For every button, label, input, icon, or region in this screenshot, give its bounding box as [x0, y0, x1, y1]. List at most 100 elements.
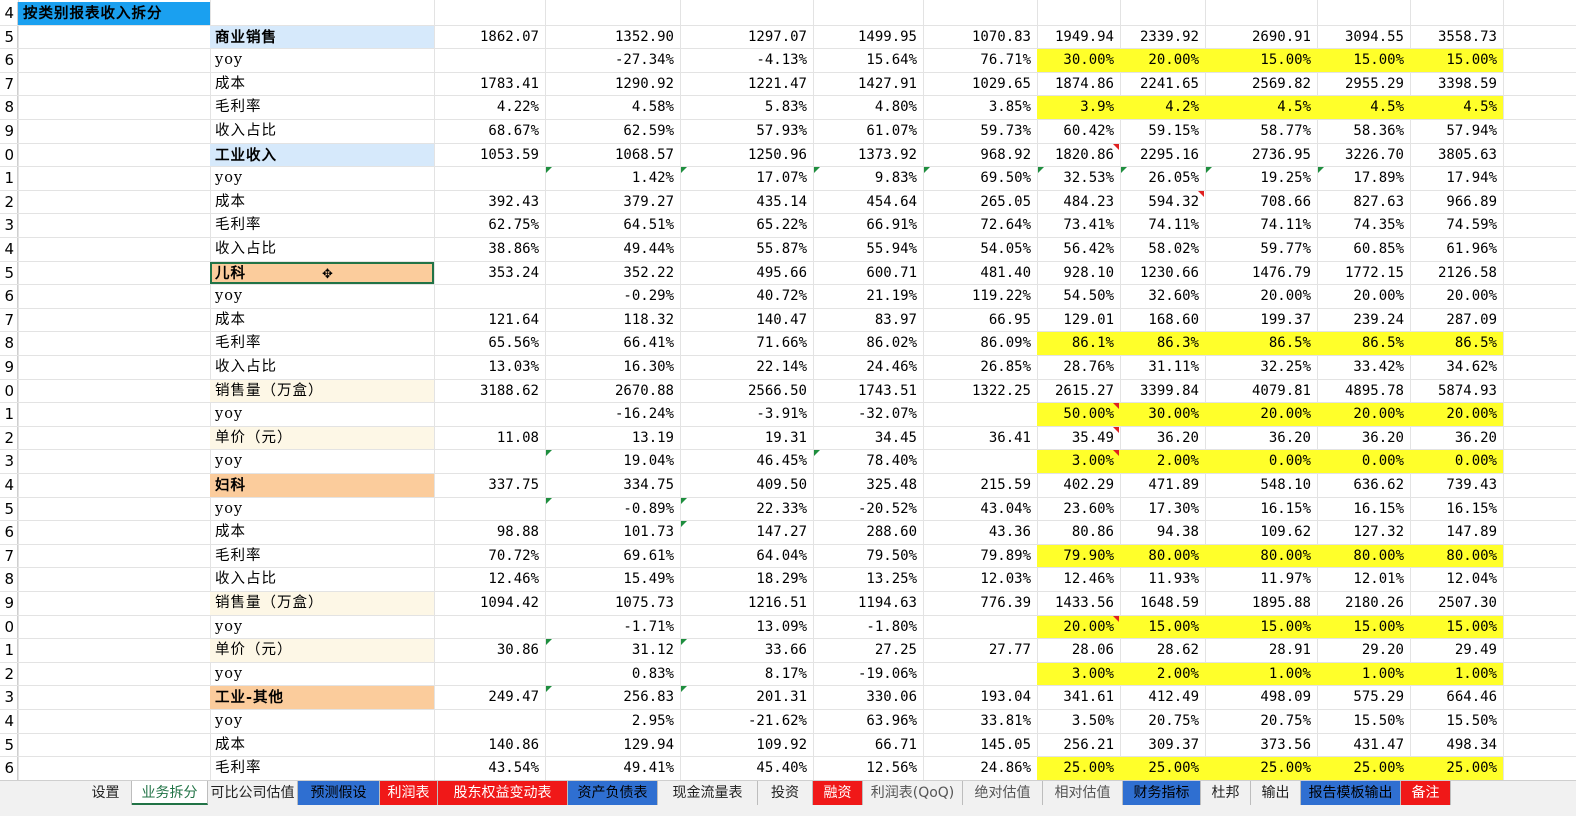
value-cell[interactable]: 109.62 [1260, 524, 1311, 541]
value-cell[interactable]: 98.88 [496, 524, 539, 541]
row-number[interactable]: 8 [0, 332, 18, 355]
value-cell[interactable]: 15.50% [1353, 713, 1404, 729]
value-cell[interactable]: 1373.92 [857, 146, 917, 163]
value-cell[interactable]: 15.00% [1205, 49, 1317, 72]
value-cell[interactable]: 54.05% [980, 241, 1031, 257]
row-label-cell[interactable]: 毛利率 [215, 99, 262, 116]
value-cell[interactable]: 11.93% [1148, 571, 1199, 588]
value-cell[interactable]: 86.1% [1037, 332, 1120, 355]
row-label-cell[interactable]: 销售量（万盒） [210, 592, 434, 615]
row-label-cell[interactable]: yoy [215, 500, 244, 517]
row-label-cell[interactable]: 按类别报表收入拆分 [18, 2, 210, 25]
value-cell[interactable]: 18.29% [756, 571, 807, 588]
value-cell[interactable] [923, 403, 1037, 426]
value-cell[interactable]: 199.37 [1260, 311, 1311, 328]
row-number[interactable]: 7 [0, 544, 18, 568]
value-cell[interactable]: 12.56% [866, 760, 917, 777]
value-cell[interactable]: 481.40 [980, 264, 1031, 281]
value-cell[interactable]: 25.00% [1037, 757, 1120, 780]
value-cell[interactable]: 3188.62 [479, 382, 539, 399]
value-cell[interactable]: 373.56 [1260, 736, 1311, 753]
value-cell[interactable]: 0.00% [1317, 450, 1410, 473]
value-cell[interactable]: 3.9% [1037, 96, 1120, 119]
value-cell[interactable]: 548.10 [1260, 477, 1311, 493]
value-cell[interactable]: 3398.59 [1437, 75, 1497, 92]
sheet-tab[interactable]: 输出 [1251, 781, 1301, 805]
value-cell[interactable]: 12.03% [980, 571, 1031, 588]
value-cell[interactable]: 265.05 [980, 193, 1031, 210]
value-cell[interactable]: 58.36% [1353, 123, 1404, 139]
row-number[interactable]: 4 [0, 710, 18, 733]
value-cell[interactable]: 127.32 [1353, 524, 1404, 541]
sheet-tab[interactable]: 资产负债表 [568, 781, 658, 805]
value-cell[interactable]: 20.75% [1148, 713, 1199, 729]
value-cell[interactable]: 29.20 [1361, 642, 1404, 659]
value-cell[interactable]: 330.06 [866, 689, 917, 706]
value-cell[interactable]: 1250.96 [747, 146, 807, 163]
value-cell[interactable]: 86.02% [866, 335, 917, 352]
value-cell[interactable]: 62.75% [488, 217, 539, 234]
row-number[interactable]: 6 [0, 757, 18, 780]
value-cell[interactable]: 22.14% [756, 359, 807, 375]
value-cell[interactable]: 109.92 [756, 736, 807, 753]
value-cell[interactable]: 26.05% [1148, 170, 1199, 187]
row-number[interactable]: 2 [0, 190, 18, 214]
value-cell[interactable]: 2569.82 [1251, 75, 1311, 92]
value-cell[interactable]: 32.25% [1260, 359, 1311, 375]
row-label-cell[interactable]: 工业-其他 [210, 686, 434, 709]
sheet-tab[interactable]: 可比公司估值 [208, 781, 298, 805]
value-cell[interactable]: 80.00% [1410, 544, 1503, 568]
value-cell[interactable]: 16.15% [1353, 500, 1404, 517]
value-cell[interactable]: 2736.95 [1251, 146, 1311, 163]
row-number[interactable]: 2 [0, 426, 18, 450]
value-cell[interactable]: 664.46 [1446, 689, 1497, 706]
row-number[interactable]: 3 [0, 686, 18, 709]
value-cell[interactable]: 74.59% [1446, 217, 1497, 234]
value-cell[interactable]: 454.64 [866, 193, 917, 210]
value-cell[interactable] [434, 49, 545, 72]
value-cell[interactable]: 46.45% [756, 453, 807, 470]
value-cell[interactable]: 2339.92 [1139, 28, 1199, 45]
value-cell[interactable]: 60.42% [1063, 123, 1114, 139]
row-label-cell[interactable]: yoy [215, 665, 244, 682]
row-number[interactable]: 6 [0, 285, 18, 308]
value-cell[interactable]: 86.5% [1317, 332, 1410, 355]
value-cell[interactable]: 20.00% [1205, 403, 1317, 426]
value-cell[interactable]: 22.33% [756, 500, 807, 517]
value-cell[interactable]: 2507.30 [1437, 595, 1497, 611]
value-cell[interactable]: 1.00% [1410, 662, 1503, 686]
value-cell[interactable]: 2615.27 [1054, 382, 1114, 399]
value-cell[interactable]: 3399.84 [1139, 382, 1199, 399]
value-cell[interactable]: 58.02% [1148, 241, 1199, 257]
value-cell[interactable]: 20.75% [1260, 713, 1311, 729]
value-cell[interactable]: 50.00% [1037, 403, 1120, 426]
value-cell[interactable]: 0.00% [1205, 450, 1317, 473]
value-cell[interactable]: 256.83 [623, 689, 674, 706]
row-label-cell[interactable]: yoy [215, 713, 244, 729]
value-cell[interactable]: 3558.73 [1437, 28, 1497, 45]
value-cell[interactable]: 15.00% [1317, 615, 1410, 639]
value-cell[interactable]: 201.31 [756, 689, 807, 706]
value-cell[interactable]: 1290.92 [614, 75, 674, 92]
value-cell[interactable]: 56.42% [1063, 241, 1114, 257]
value-cell[interactable]: 249.47 [488, 689, 539, 706]
value-cell[interactable]: 498.34 [1446, 736, 1497, 753]
value-cell[interactable]: 4895.78 [1344, 382, 1404, 399]
value-cell[interactable]: 86.5% [1205, 332, 1317, 355]
value-cell[interactable]: -0.29% [623, 288, 674, 305]
value-cell[interactable]: 827.63 [1353, 193, 1404, 210]
sheet-tab[interactable]: 预测假设 [298, 781, 380, 805]
value-cell[interactable]: 379.27 [623, 193, 674, 210]
value-cell[interactable]: 2126.58 [1437, 264, 1497, 281]
row-number[interactable]: 8 [0, 96, 18, 119]
value-cell[interactable]: 65.56% [488, 335, 539, 352]
value-cell[interactable]: -21.62% [747, 713, 807, 729]
row-number[interactable]: 3 [0, 214, 18, 237]
value-cell[interactable]: 28.06 [1071, 642, 1114, 659]
value-cell[interactable]: 25.00% [1205, 757, 1317, 780]
value-cell[interactable]: 66.41% [623, 335, 674, 352]
value-cell[interactable]: 35.49 [1071, 429, 1114, 446]
value-cell[interactable]: 25.00% [1410, 757, 1503, 780]
value-cell[interactable]: 43.04% [980, 500, 1031, 517]
row-number[interactable]: 1 [0, 403, 18, 426]
